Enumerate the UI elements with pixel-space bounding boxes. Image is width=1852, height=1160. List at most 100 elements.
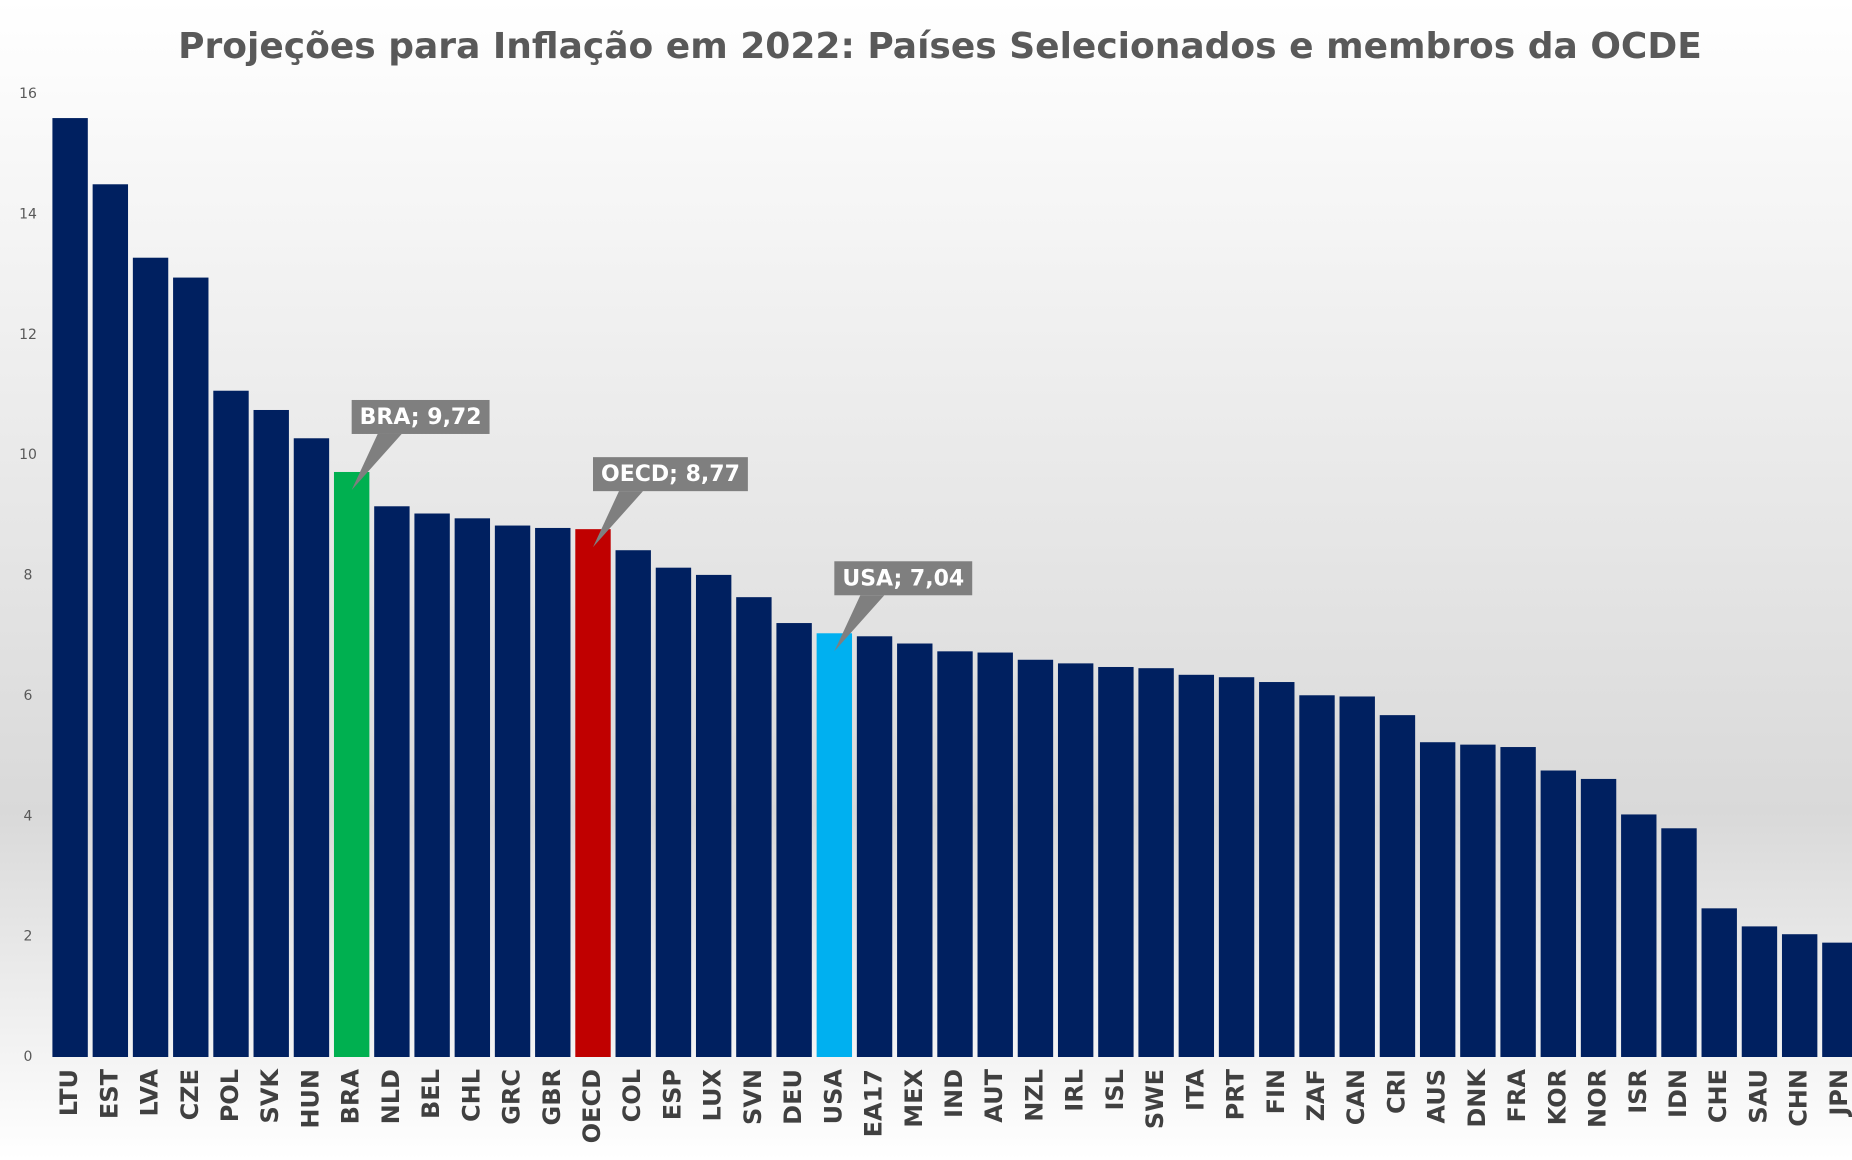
y-tick-label: 12 [19,327,37,343]
bar [1339,696,1375,1057]
x-tick-label: ZAF [1302,1069,1330,1121]
callout-pointer [834,595,885,652]
bar [695,574,732,1057]
x-tick-label: GRC [498,1069,526,1125]
data-label: OECD; 8,77 [601,462,740,487]
x-tick-label: DEU [779,1069,807,1125]
bar [374,506,410,1057]
bar [1460,744,1496,1057]
x-tick-label: CHL [457,1069,485,1122]
y-tick-label: 8 [24,568,33,584]
bar [92,184,129,1057]
bar [52,118,88,1057]
x-tick-label: SVN [739,1069,767,1125]
bar [173,277,209,1057]
x-tick-label: OECD [578,1069,606,1143]
bar [736,597,772,1057]
bar [1138,668,1174,1057]
bar [1379,715,1416,1057]
bar [615,550,651,1057]
chart-title: Projeções para Inflação em 2022: Países … [178,26,1702,67]
x-tick-label: PRT [1222,1068,1250,1120]
x-tick-label: SWE [1141,1069,1169,1129]
bar [1218,677,1255,1057]
bar [575,529,611,1057]
x-tick-label: NOR [1584,1069,1612,1128]
x-tick-label: CZE [176,1069,204,1120]
x-tick-label: AUS [1423,1069,1451,1124]
x-tick-label: HUN [296,1069,324,1129]
bar [132,257,169,1058]
bar [1621,814,1657,1057]
x-tick-label: ITA [1181,1069,1209,1111]
x-tick-label: ISR [1624,1069,1652,1114]
bar [1299,695,1335,1057]
x-tick-label: CRI [1382,1069,1410,1114]
y-tick-label: 14 [19,206,37,222]
x-tick-label: POL [216,1069,244,1122]
bar [253,409,289,1057]
x-tick-label: CHN [1785,1069,1813,1127]
bar [1741,926,1778,1057]
bar [776,623,812,1057]
bar [1500,747,1536,1057]
x-tick-label: ESP [658,1069,686,1120]
x-tick-label: IDN [1664,1069,1692,1118]
x-tick-label: SAU [1744,1069,1772,1124]
y-tick-label: 4 [24,808,33,824]
y-tick-label: 6 [24,688,33,704]
bar [333,471,370,1057]
x-tick-label: KOR [1543,1069,1571,1125]
x-tick-label: LVA [136,1069,164,1117]
x-tick-label: IND [940,1069,968,1118]
x-tick-label: CHE [1704,1069,1732,1123]
bar [897,643,933,1057]
x-tick-label: DNK [1463,1068,1491,1128]
y-tick-label: 16 [19,86,37,102]
callout-pointer [593,491,643,548]
x-tick-label: CAN [1342,1069,1370,1125]
x-tick-label: NZL [1020,1069,1048,1122]
callout-box [834,561,973,596]
x-tick-label: MEX [900,1069,928,1128]
x-tick-label: ISL [1101,1069,1129,1111]
x-tick-label: NLD [377,1069,405,1124]
y-tick-label: 10 [19,447,37,463]
bar [414,513,450,1057]
callout-pointer [351,433,402,490]
bar [1419,742,1456,1057]
bar [1661,828,1697,1057]
bar [856,636,893,1057]
bar [1781,934,1818,1057]
x-tick-label: BRA [337,1069,365,1125]
bar [494,525,531,1057]
bar [1701,908,1737,1057]
callout-box [593,457,748,492]
bar [1580,778,1617,1057]
bar [1017,659,1054,1057]
bar [293,438,330,1058]
bar [454,518,491,1057]
x-tick-label: LUX [699,1069,727,1122]
x-tick-label: FRA [1503,1069,1531,1123]
bar [977,652,1013,1057]
bar [535,527,571,1057]
x-tick-label: AUT [980,1068,1008,1122]
x-tick-label: FIN [1262,1069,1290,1114]
bar [1822,942,1852,1057]
x-tick-label: LTU [55,1069,83,1116]
y-tick-label: 0 [24,1049,33,1065]
bar [937,651,973,1057]
bar [1057,663,1094,1057]
y-tick-label: 2 [24,929,33,945]
x-tick-label: EST [95,1068,123,1119]
bar [1098,666,1134,1057]
x-tick-label: USA [819,1069,847,1125]
x-tick-label: BEL [417,1069,445,1119]
bar [1540,770,1577,1057]
x-tick-label: GBR [538,1069,566,1125]
bar [655,567,692,1057]
x-tick-label: EA17 [860,1069,888,1137]
x-tick-label: SVK [256,1068,284,1124]
